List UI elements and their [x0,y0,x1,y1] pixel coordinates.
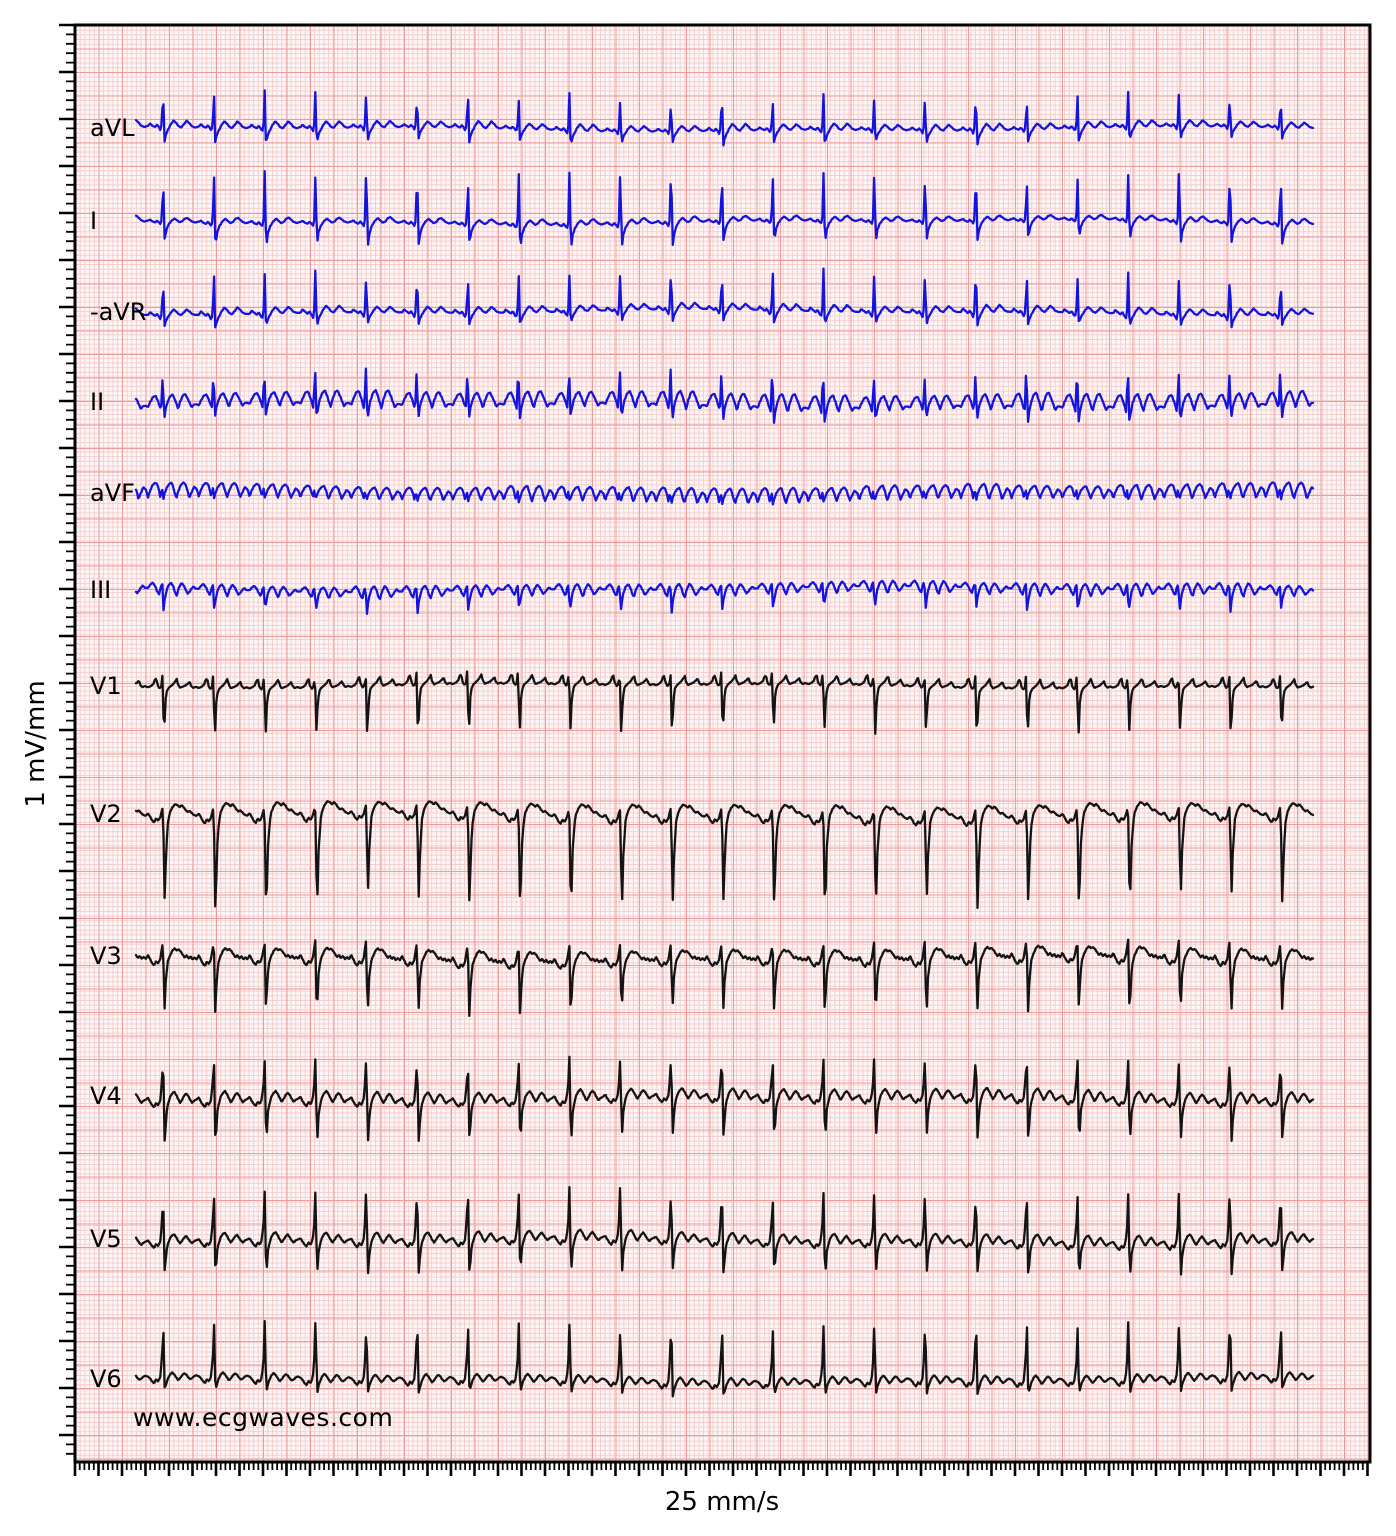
lead-label--aVR: -aVR [90,298,146,326]
lead-label-V1: V1 [90,672,122,700]
y-axis-major-ticks [59,23,75,1437]
lead-label-V4: V4 [90,1082,122,1110]
lead-label-aVL: aVL [90,114,135,142]
lead-label-V3: V3 [90,942,122,970]
lead-label-V5: V5 [90,1225,122,1253]
lead-trace-V1 [134,670,1315,735]
lead-label-V6: V6 [90,1365,122,1393]
watermark-text: www.ecgwaves.com [133,1403,394,1432]
lead-trace-III [134,579,1315,615]
y-axis-minor-ticks [66,33,75,1455]
lead-label-V2: V2 [90,800,122,828]
lead-trace--aVR [134,267,1315,329]
lead-trace-V4 [134,1055,1315,1142]
lead-trace-V6 [134,1319,1315,1398]
x-axis-label: 25 mm/s [664,1487,780,1517]
plot-border [73,23,1372,1464]
lead-trace-V2 [134,800,1315,909]
lead-trace-aVL [134,89,1315,147]
lead-trace-V3 [134,938,1315,1017]
lead-label-aVF: aVF [90,479,135,507]
lead-trace-aVF [134,481,1315,506]
lead-label-I: I [90,207,97,235]
lead-label-III: III [90,576,111,604]
ecg-paper-grid [75,25,1370,1462]
x-axis-major-ticks [73,1462,1369,1476]
lead-trace-V5 [134,1186,1315,1276]
lead-trace-II [134,367,1315,424]
lead-label-II: II [90,388,104,416]
lead-trace-I [134,170,1315,246]
y-axis-label: 1 mV/mm [21,680,51,808]
x-axis-minor-ticks [78,1462,1364,1470]
